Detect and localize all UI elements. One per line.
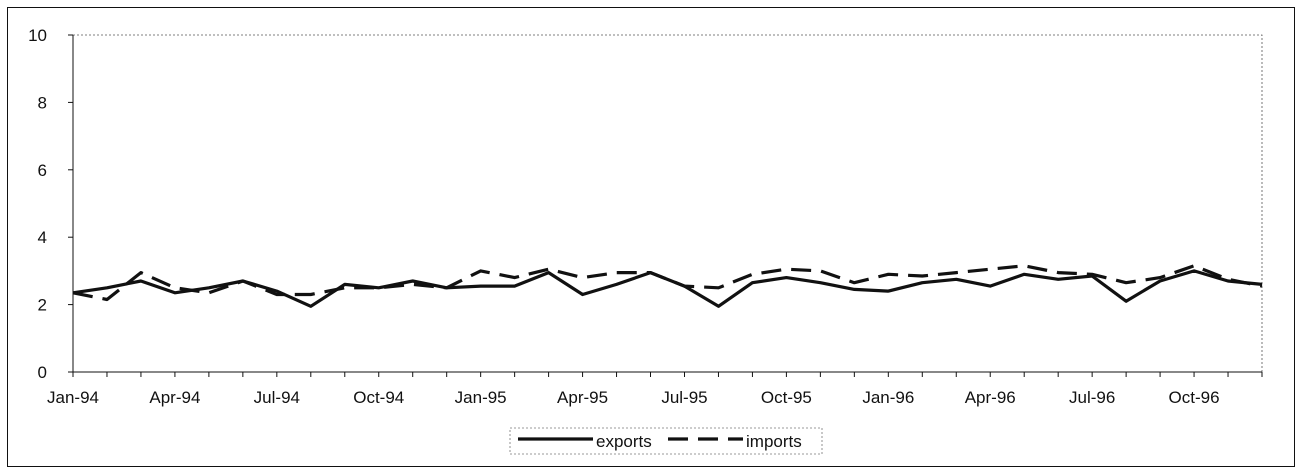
- legend-label-exports: exports: [596, 432, 652, 451]
- x-tick-label: Oct-94: [353, 388, 404, 407]
- x-tick-label: Oct-95: [761, 388, 812, 407]
- y-tick-label: 0: [38, 363, 47, 382]
- legend-label-imports: imports: [746, 432, 802, 451]
- x-tick-label: Jul-96: [1069, 388, 1115, 407]
- y-tick-label: 6: [38, 161, 47, 180]
- series-lines: [72, 264, 1263, 308]
- y-tick-label: 10: [28, 26, 47, 45]
- y-tick-label: 2: [38, 296, 47, 315]
- x-tick-label: Jan-95: [455, 388, 507, 407]
- plot-area: [72, 34, 1263, 373]
- chart-frame: [7, 7, 1295, 467]
- x-tick-label: Apr-94: [149, 388, 200, 407]
- x-tick-label: Jul-95: [661, 388, 707, 407]
- x-tick-label: Jan-94: [47, 388, 99, 407]
- x-tick-label: Jul-94: [254, 388, 300, 407]
- series-line-exports: [72, 269, 1263, 308]
- x-tick-label: Jan-96: [862, 388, 914, 407]
- y-axis: 0 2 4 6 8 10: [28, 26, 74, 382]
- legend-box: [509, 427, 823, 455]
- y-tick-label: 8: [38, 93, 47, 112]
- x-axis: Jan-94 Apr-94 Jul-94 Oct-94 Jan-95 Apr-95 Jul-…: [47, 371, 1263, 407]
- x-tick-label: Apr-95: [557, 388, 608, 407]
- series-line-imports: [72, 264, 1263, 302]
- y-tick-label: 4: [38, 228, 47, 247]
- x-tick-label: Apr-96: [965, 388, 1016, 407]
- x-tick-label: Oct-96: [1169, 388, 1220, 407]
- legend: exports imports: [509, 427, 823, 455]
